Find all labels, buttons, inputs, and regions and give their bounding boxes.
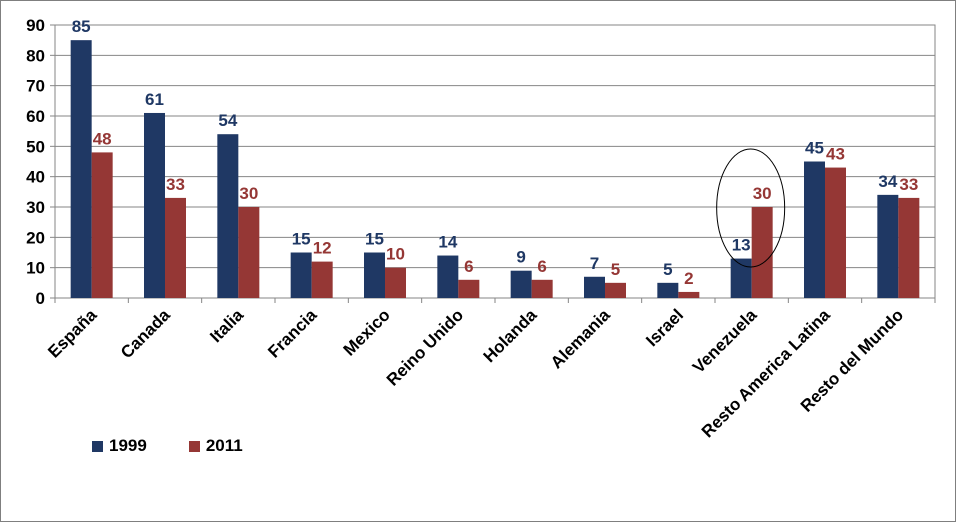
bar-1999-3 <box>290 252 312 298</box>
data-label-2011-5: 6 <box>464 257 473 276</box>
bar-1999-6 <box>510 270 532 298</box>
data-label-1999-5: 14 <box>438 233 457 252</box>
bar-1999-1 <box>144 112 165 298</box>
y-tick-label-0: 0 <box>36 289 45 308</box>
category-label-4: Mexico <box>340 305 394 359</box>
bar-2011-8 <box>678 291 700 298</box>
y-tick-label-50: 50 <box>26 137 45 156</box>
bar-2011-7 <box>605 282 626 298</box>
y-tick-label-30: 30 <box>26 198 45 217</box>
data-label-1999-10: 45 <box>805 139 824 158</box>
bar-1999-10 <box>804 161 825 298</box>
legend-swatch-2011 <box>188 440 200 452</box>
category-label-3: Francia <box>264 305 321 362</box>
bar-2011-3 <box>311 261 333 298</box>
category-label-7: Alemania <box>547 305 614 372</box>
bar-1999-8 <box>657 282 679 298</box>
data-label-2011-7: 5 <box>611 260 620 279</box>
plot-area <box>54 24 936 299</box>
category-label-0: España <box>44 305 101 362</box>
y-tick-label-20: 20 <box>26 228 45 247</box>
data-label-2011-1: 33 <box>166 175 185 194</box>
data-label-2011-6: 6 <box>537 257 546 276</box>
chart-legend: 1999 2011 <box>92 436 285 456</box>
category-label-8: Israel <box>642 305 687 350</box>
bar-2011-5 <box>458 279 480 298</box>
category-label-6: Holanda <box>480 305 541 366</box>
data-label-2011-8: 2 <box>684 269 693 288</box>
data-label-1999-1: 61 <box>145 90 164 109</box>
category-label-2: Italia <box>206 305 247 346</box>
bar-2011-2 <box>238 207 260 298</box>
legend-item-1999: 1999 <box>92 436 147 456</box>
data-label-1999-0: 85 <box>72 17 91 36</box>
data-label-1999-2: 54 <box>218 111 237 130</box>
data-label-2011-4: 10 <box>386 245 405 264</box>
bar-2011-9 <box>751 207 773 298</box>
bar-2011-10 <box>825 167 846 298</box>
y-tick-label-90: 90 <box>26 16 45 35</box>
data-label-2011-0: 48 <box>93 129 112 148</box>
y-tick-label-60: 60 <box>26 107 45 126</box>
y-tick-label-10: 10 <box>26 259 45 278</box>
bar-2011-4 <box>385 267 406 298</box>
y-tick-label-80: 80 <box>26 46 45 65</box>
data-label-1999-8: 5 <box>663 260 672 279</box>
legend-label-1999: 1999 <box>109 436 147 455</box>
legend-label-2011: 2011 <box>205 436 243 455</box>
data-label-2011-2: 30 <box>239 184 258 203</box>
bar-1999-4 <box>364 252 385 298</box>
legend-swatch-1999 <box>92 440 103 452</box>
category-label-1: Canada <box>117 305 174 362</box>
data-label-1999-9: 13 <box>732 236 751 255</box>
y-tick-label-70: 70 <box>26 77 45 96</box>
data-label-1999-6: 9 <box>516 248 525 267</box>
bar-1999-7 <box>584 276 605 298</box>
y-tick-label-40: 40 <box>26 168 45 187</box>
bar-1999-2 <box>217 134 239 298</box>
category-label-10: Resto America Latina <box>698 305 834 441</box>
data-label-2011-3: 12 <box>313 239 332 258</box>
bar-2011-1 <box>165 197 186 298</box>
legend-item-2011: 2011 <box>188 436 243 456</box>
highlight-ellipse <box>716 148 786 268</box>
bar-2011-0 <box>91 152 113 298</box>
bar-1999-9 <box>730 258 752 298</box>
bar-1999-5 <box>437 255 459 298</box>
data-label-1999-4: 15 <box>365 230 384 249</box>
data-label-2011-9: 30 <box>753 184 772 203</box>
data-label-1999-11: 34 <box>878 172 897 191</box>
data-label-2011-10: 43 <box>826 145 845 164</box>
category-label-5: Reino Unido <box>383 305 467 389</box>
data-label-1999-3: 15 <box>292 230 311 249</box>
data-label-2011-11: 33 <box>899 175 918 194</box>
data-label-1999-7: 7 <box>590 254 599 273</box>
bar-1999-0 <box>70 40 92 299</box>
bar-1999-11 <box>877 194 899 298</box>
bar-2011-6 <box>531 279 553 298</box>
bar-2011-11 <box>898 197 920 298</box>
category-label-9: Venezuela <box>689 305 761 377</box>
